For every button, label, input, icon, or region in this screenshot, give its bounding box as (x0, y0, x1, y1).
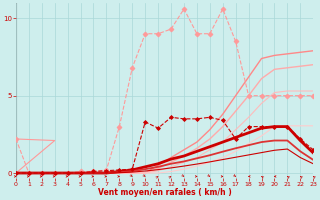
X-axis label: Vent moyen/en rafales ( km/h ): Vent moyen/en rafales ( km/h ) (98, 188, 231, 197)
